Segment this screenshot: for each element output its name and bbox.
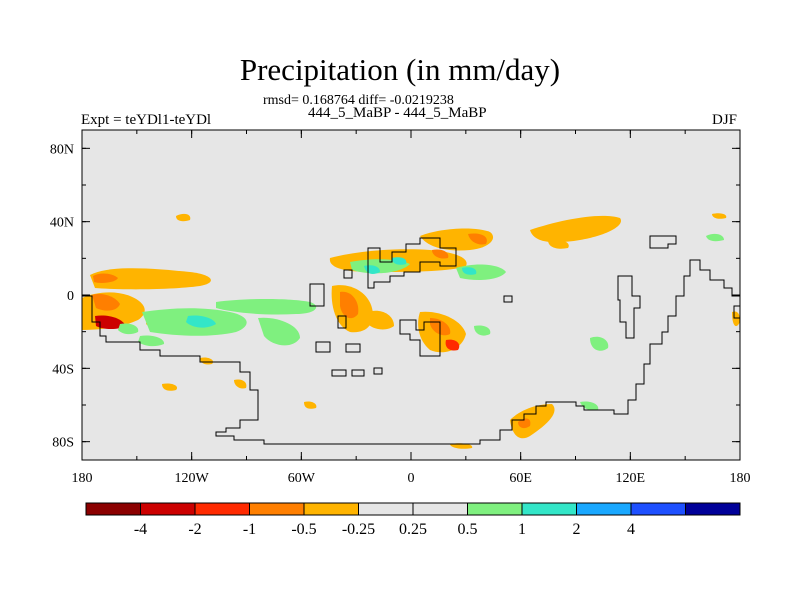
lat-tick-label: 80N xyxy=(50,142,74,157)
colorbar: -4 -2 -1 -0.5 -0.25 0.25 0.5 1 2 4 xyxy=(85,502,741,538)
patch-red xyxy=(93,273,118,283)
patch-orange xyxy=(366,310,394,330)
case-label: 444_5_MaBP - 444_5_MaBP xyxy=(308,105,487,121)
colorbar-swatch xyxy=(140,502,196,516)
colorbar-swatch xyxy=(630,502,686,516)
patch-cyan xyxy=(392,257,407,265)
colorbar-label: -1 xyxy=(243,521,256,538)
patch-orange xyxy=(510,404,555,439)
coastline xyxy=(345,343,361,353)
experiment-label: Expt = teYDl1-teYDl xyxy=(81,112,212,128)
colorbar-swatch xyxy=(85,502,141,516)
colorbar-swatch xyxy=(303,502,359,516)
coastline xyxy=(82,259,740,445)
coastline xyxy=(309,283,325,307)
patch-orange xyxy=(234,379,247,389)
patch-red xyxy=(445,339,460,351)
colorbar-label: 0.5 xyxy=(458,521,478,538)
lat-tick-label: 80S xyxy=(52,436,74,451)
colorbar-label: 1 xyxy=(518,521,526,538)
coastlines xyxy=(82,235,741,445)
colorbar-label: -0.5 xyxy=(291,521,316,538)
lon-tick-label: 60W xyxy=(288,471,316,486)
season-label: DJF xyxy=(712,112,738,128)
patch-orange xyxy=(162,383,178,391)
patch-red xyxy=(518,418,531,429)
patch-red xyxy=(340,291,359,319)
plot-title: Precipitation (in mm/day) xyxy=(239,52,561,87)
patch-green xyxy=(590,336,609,351)
patch-green xyxy=(118,323,139,335)
lat-tick-label: 40S xyxy=(52,362,74,377)
colorbar-label: 0.25 xyxy=(399,521,427,538)
coastline xyxy=(351,369,365,377)
lat-axis: 80N 40N 0 40S 80S xyxy=(50,142,740,451)
coastline xyxy=(331,369,347,377)
coastline xyxy=(617,275,641,339)
colorbar-label: 2 xyxy=(573,521,581,538)
patch-orange xyxy=(712,213,727,219)
patch-orange xyxy=(530,215,621,243)
lon-tick-label: 120W xyxy=(175,471,210,486)
patch-orange xyxy=(548,239,569,249)
stats-text: rmsd= 0.168764 diff= -0.0219238 xyxy=(263,93,454,108)
patch-orange xyxy=(450,443,473,449)
patch-green xyxy=(138,335,165,347)
patch-green xyxy=(258,317,300,346)
patch-red xyxy=(468,233,487,245)
coastline xyxy=(343,269,353,279)
coastline xyxy=(373,367,383,375)
patch-red xyxy=(432,249,449,259)
patch-red xyxy=(95,315,126,329)
map-background xyxy=(82,130,740,460)
colorbar-swatch xyxy=(249,502,305,516)
coastline xyxy=(649,235,677,249)
colorbar-swatch xyxy=(412,502,468,516)
patch-orange xyxy=(200,357,214,365)
patch-cyan xyxy=(186,315,216,328)
patch-green xyxy=(580,401,599,411)
patch-orange xyxy=(176,213,191,222)
patch-orange xyxy=(90,268,211,290)
lon-tick-label: 60E xyxy=(509,471,532,486)
patch-green xyxy=(706,233,724,242)
coastline xyxy=(367,237,457,289)
colorbar-label: -4 xyxy=(134,521,147,538)
patch-cyan xyxy=(462,267,477,275)
lon-tick-label: 0 xyxy=(408,471,415,486)
lat-tick-label: 0 xyxy=(67,289,74,304)
colorbar-swatch xyxy=(358,502,414,516)
lon-tick-label: 180 xyxy=(72,471,93,486)
coastline xyxy=(315,341,331,353)
patch-red xyxy=(92,294,120,311)
lon-tick-label: 120E xyxy=(616,471,646,486)
colorbar-swatch xyxy=(521,502,577,516)
colorbar-swatch xyxy=(194,502,250,516)
patch-green xyxy=(216,299,317,315)
colorbar-swatch xyxy=(467,502,523,516)
lon-axis: 180 120W 60W 0 60E 120E 180 xyxy=(72,130,751,486)
patch-green xyxy=(474,325,491,336)
colorbar-label: -2 xyxy=(188,521,201,538)
colorbar-label: 4 xyxy=(627,521,635,538)
lon-tick-label: 180 xyxy=(730,471,751,486)
patch-orange xyxy=(304,401,317,409)
colorbar-swatch xyxy=(576,502,632,516)
coastline xyxy=(399,319,441,357)
coastline xyxy=(337,315,347,329)
lat-tick-label: 40N xyxy=(50,216,74,231)
coastline xyxy=(503,295,513,303)
colorbar-label: -0.25 xyxy=(342,521,375,538)
colorbar-swatch xyxy=(685,502,741,516)
precip-patches xyxy=(82,213,740,449)
